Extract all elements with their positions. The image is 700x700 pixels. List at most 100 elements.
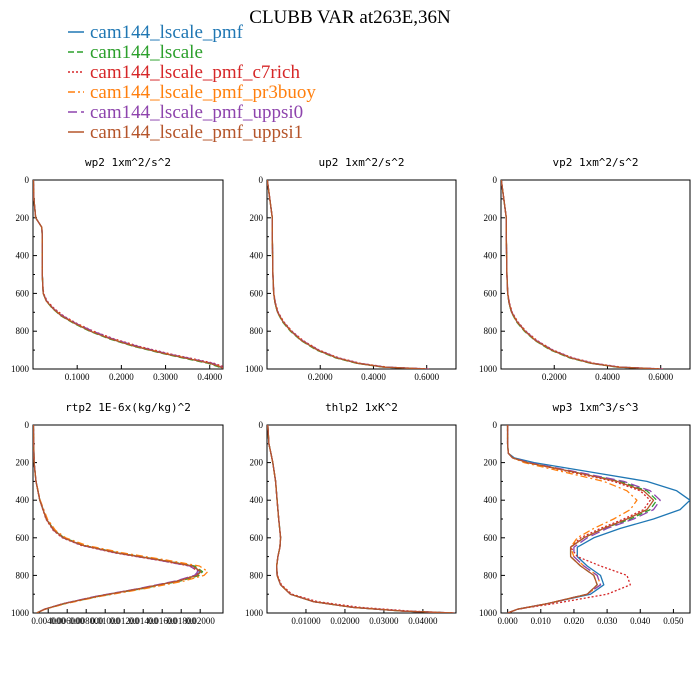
x-tick-label: 0.010 [531, 616, 552, 626]
series-line [501, 180, 659, 369]
x-tick-label: 0.01200 [110, 616, 140, 626]
panel-title: thlp2 1xK^2 [325, 401, 398, 414]
x-tick-label: 0.01000 [91, 616, 121, 626]
series-line [501, 180, 663, 369]
x-tick-label: 0.4000 [197, 372, 222, 382]
x-tick-label: 0.2000 [308, 372, 333, 382]
series-line [506, 425, 661, 613]
plot-frame [266, 424, 457, 614]
panels: wp2 1xm^2/s^2 0 200 400 600 800 1000 0.1000 0.20… [11, 156, 691, 626]
series-line [33, 425, 201, 613]
y-tick-label: 1000 [479, 608, 498, 618]
y-tick-label: 1000 [245, 608, 264, 618]
series-line [33, 425, 209, 613]
series-line [33, 425, 202, 613]
plot-frame [500, 179, 691, 370]
legend-label: cam144_lscale_pmf_pr3buoy [90, 82, 316, 103]
legend-label: cam144_lscale [90, 42, 203, 63]
chart-panel: rtp2 1E-6x(kg/kg)^2020040060080010000.00… [11, 401, 224, 626]
series-line [33, 425, 204, 613]
y-tick-label: 800 [250, 326, 264, 336]
panel-title: wp2 1xm^2/s^2 [85, 156, 171, 169]
x-tick-label: 0.006000 [50, 616, 84, 626]
x-tick-label: 0.6000 [648, 372, 673, 382]
plot-frame [32, 179, 224, 370]
legend-label: cam144_lscale_pmf [90, 22, 244, 43]
legend-label: cam144_lscale_pmf_uppsi0 [90, 102, 303, 123]
x-tick-label: 0.004000 [31, 616, 65, 626]
y-tick-label: 600 [16, 288, 30, 298]
chart-panel: vp2 1xm^2/s^2 0 200 400 600 800 1000 0.2000 0.40… [479, 156, 691, 382]
y-tick-label: 0 [493, 175, 498, 185]
x-tick-label: 0.2000 [542, 372, 567, 382]
x-tick-label: 0.01600 [148, 616, 178, 626]
legend-label: cam144_lscale_pmf_uppsi1 [90, 122, 303, 143]
series-line [506, 425, 690, 613]
series-line [267, 180, 427, 369]
panel-title: rtp2 1E-6x(kg/kg)^2 [65, 401, 191, 414]
series-line [33, 180, 223, 369]
y-tick-label: 800 [16, 326, 30, 336]
y-tick-label: 400 [250, 495, 264, 505]
y-tick-label: 200 [16, 213, 30, 223]
series-line [267, 425, 455, 613]
x-tick-label: 0.04000 [408, 616, 438, 626]
series-line [267, 425, 455, 613]
legend-entry: cam144_lscale_pmf_uppsi0 [68, 102, 303, 123]
y-tick-label: 200 [16, 458, 30, 468]
x-tick-label: 0.000 [498, 616, 519, 626]
y-tick-label: 400 [16, 495, 30, 505]
y-tick-label: 1000 [479, 364, 498, 374]
y-tick-label: 0 [259, 175, 264, 185]
x-tick-label: 0.01000 [291, 616, 321, 626]
series-line [33, 425, 200, 613]
y-tick-label: 600 [250, 533, 264, 543]
series-line [267, 180, 425, 369]
x-tick-label: 0.1000 [65, 372, 90, 382]
figure-title: CLUBB VAR at263E,36N [249, 7, 451, 28]
series-group [33, 425, 209, 613]
series-group [501, 180, 664, 369]
series-line [267, 425, 455, 613]
legend-entry: cam144_lscale_pmf_uppsi1 [68, 122, 303, 143]
series-line [506, 425, 638, 613]
y-tick-label: 600 [250, 288, 264, 298]
y-tick-label: 0 [259, 420, 264, 430]
y-tick-label: 600 [484, 533, 498, 543]
series-line [506, 425, 651, 613]
y-tick-label: 0 [25, 420, 30, 430]
series-line [33, 180, 223, 369]
series-line [267, 425, 455, 613]
legend-entry: cam144_lscale_pmf [68, 22, 244, 43]
plot-frame [266, 179, 457, 370]
series-line [267, 180, 427, 369]
legend-entry: cam144_lscale [68, 42, 203, 63]
panel-title: wp3 1xm^3/s^3 [552, 401, 638, 414]
y-tick-label: 800 [250, 570, 264, 580]
chart-panel: up2 1xm^2/s^2 0 200 400 600 800 1000 0.2000 0.40… [245, 156, 457, 382]
x-tick-label: 0.01800 [167, 616, 197, 626]
x-tick-label: 0.4000 [595, 372, 620, 382]
y-tick-label: 400 [484, 495, 498, 505]
y-tick-label: 200 [250, 458, 264, 468]
panel-title: up2 1xm^2/s^2 [318, 156, 404, 169]
series-line [267, 180, 430, 369]
series-line [33, 180, 223, 369]
y-tick-label: 800 [484, 326, 498, 336]
x-tick-label: 0.030 [597, 616, 618, 626]
series-line [501, 180, 661, 369]
series-line [33, 180, 223, 369]
x-tick-label: 0.01400 [129, 616, 159, 626]
series-line [267, 425, 455, 613]
y-tick-label: 600 [484, 288, 498, 298]
y-tick-label: 200 [484, 458, 498, 468]
y-tick-label: 400 [16, 251, 30, 261]
series-group [267, 425, 455, 613]
x-tick-label: 0.6000 [414, 372, 439, 382]
y-tick-label: 200 [250, 213, 264, 223]
y-tick-label: 800 [484, 570, 498, 580]
x-tick-label: 0.050 [663, 616, 684, 626]
